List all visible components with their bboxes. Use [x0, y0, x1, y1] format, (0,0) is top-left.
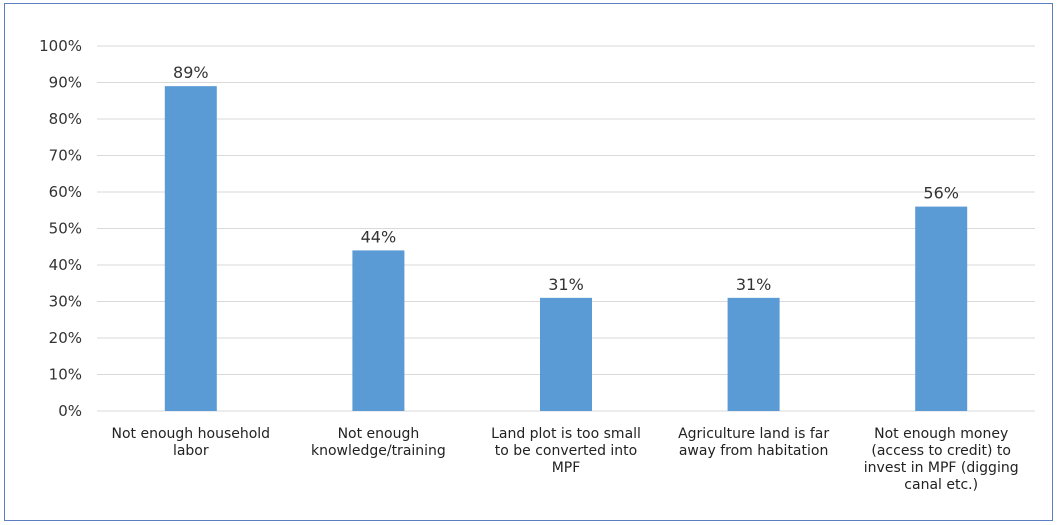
category-label-line: away from habitation: [679, 443, 829, 459]
category-label-line: MPF: [552, 460, 581, 476]
data-label: 31%: [736, 275, 772, 294]
data-labels: 89% 44% 31% 31% 56%: [173, 63, 959, 294]
y-tick-label: 50%: [49, 220, 82, 238]
bar: [164, 86, 217, 412]
category-label-line: labor: [173, 443, 209, 459]
bar-chart: 0% 10% 20% 30% 40% 50% 60% 70% 80% 90% 100% 89% 44%…: [39, 37, 1035, 493]
category-label: Not enough knowledge/training: [311, 426, 446, 459]
data-label: 56%: [923, 184, 959, 203]
y-tick-label: 100%: [39, 37, 82, 55]
category-label-line: Not enough: [338, 426, 420, 442]
category-label-line: Not enough household: [112, 426, 271, 442]
data-label: 44%: [361, 227, 397, 246]
bar: [352, 250, 405, 411]
y-tick-label: 70%: [49, 147, 82, 165]
category-label: Not enough household labor: [112, 426, 271, 459]
y-tick-label: 20%: [49, 329, 82, 347]
category-label-line: canal etc.): [904, 477, 978, 493]
y-axis-tick-labels: 0% 10% 20% 30% 40% 50% 60% 70% 80% 90% 100%: [39, 37, 82, 420]
data-label: 31%: [548, 275, 584, 294]
bars: [164, 86, 968, 412]
category-label: Agriculture land is far away from habitat…: [678, 426, 829, 459]
y-tick-label: 10%: [49, 366, 82, 384]
category-label-line: Land plot is too small: [491, 426, 641, 442]
y-tick-label: 0%: [58, 402, 82, 420]
category-label-line: invest in MPF (digging: [864, 460, 1019, 476]
bar: [540, 297, 592, 411]
y-tick-label: 30%: [49, 293, 82, 311]
bar: [915, 206, 968, 411]
category-label-line: knowledge/training: [311, 443, 446, 459]
category-label-line: Not enough money: [874, 426, 1008, 442]
data-label: 89%: [173, 63, 209, 82]
category-label-line: Agriculture land is far: [678, 426, 829, 442]
bar: [727, 297, 780, 411]
y-tick-label: 40%: [49, 256, 82, 274]
category-label: Land plot is too small to be converted in…: [491, 426, 641, 476]
gridlines: [97, 45, 1035, 412]
y-tick-label: 90%: [49, 74, 82, 92]
category-label: Not enough money (access to credit) to inv…: [864, 426, 1019, 493]
category-label-line: to be converted into: [495, 443, 638, 459]
category-label-line: (access to credit) to: [871, 443, 1011, 459]
category-labels: Not enough household labor Not enough knowl…: [112, 426, 1019, 493]
y-tick-label: 60%: [49, 183, 82, 201]
chart-frame: 0% 10% 20% 30% 40% 50% 60% 70% 80% 90% 100% 89% 44%…: [4, 3, 1053, 521]
y-tick-label: 80%: [49, 110, 82, 128]
